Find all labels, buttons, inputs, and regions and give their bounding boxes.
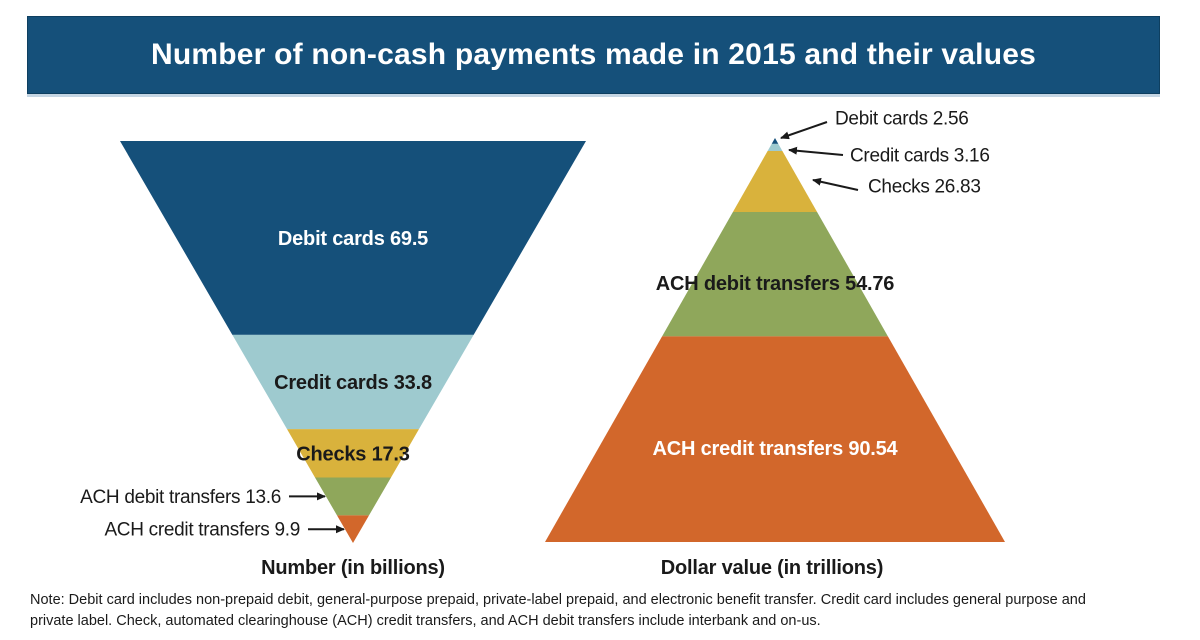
pyramids-group: Debit cards 69.5 Credit cards 33.8 Checks … (80, 109, 1005, 543)
callout-arrow-credit-cards (788, 146, 844, 156)
value-segment-label-ach-debit-transfers: ACH debit transfers 54.76 (656, 273, 894, 295)
value-segment-ach-debit-transfers (662, 211, 888, 337)
number-segment-label-debit-cards: Debit cards 69.5 (278, 228, 428, 250)
value-callout-label-debit-cards: Debit cards 2.56 (835, 109, 969, 130)
callout-arrow-debit-cards (780, 121, 828, 140)
callout-arrow-checks (812, 177, 859, 191)
value-segment-label-ach-credit-transfers: ACH credit transfers 90.54 (653, 438, 899, 460)
number-segment-ach-credit-transfers (336, 515, 370, 543)
number-callout-label-ach-debit-transfers: ACH debit transfers 13.6 (80, 487, 281, 508)
number-segment-checks (287, 429, 419, 478)
number-segment-debit-cards (120, 141, 586, 335)
value-pyramid: Debit cards 2.56 Credit cards 3.16 Checks … (545, 109, 1005, 542)
number-segment-label-credit-cards: Credit cards 33.8 (274, 372, 432, 394)
value-callout-label-checks: Checks 26.83 (868, 177, 981, 198)
title-bar: Number of non-cash payments made in 2015… (27, 16, 1160, 94)
number-pyramid: Debit cards 69.5 Credit cards 33.8 Checks … (80, 141, 586, 543)
value-callout-label-credit-cards: Credit cards 3.16 (850, 146, 990, 167)
footnote: Note: Debit card includes non-prepaid de… (30, 592, 1086, 629)
number-segment-credit-cards (232, 334, 474, 430)
number-segment-ach-debit-transfers (315, 477, 391, 516)
value-axis-title: Dollar value (in trillions) (661, 557, 883, 579)
number-axis-title: Number (in billions) (261, 557, 445, 579)
value-segment-credit-cards (767, 143, 783, 151)
number-callout-label-ach-credit-transfers: ACH credit transfers 9.9 (104, 520, 300, 541)
number-segment-label-checks: Checks 17.3 (296, 443, 410, 465)
chart-title: Number of non-cash payments made in 2015… (151, 38, 1036, 71)
value-segment-debit-cards (771, 138, 779, 144)
value-segment-checks (732, 150, 818, 212)
value-segment-ach-credit-transfers (545, 336, 1005, 542)
